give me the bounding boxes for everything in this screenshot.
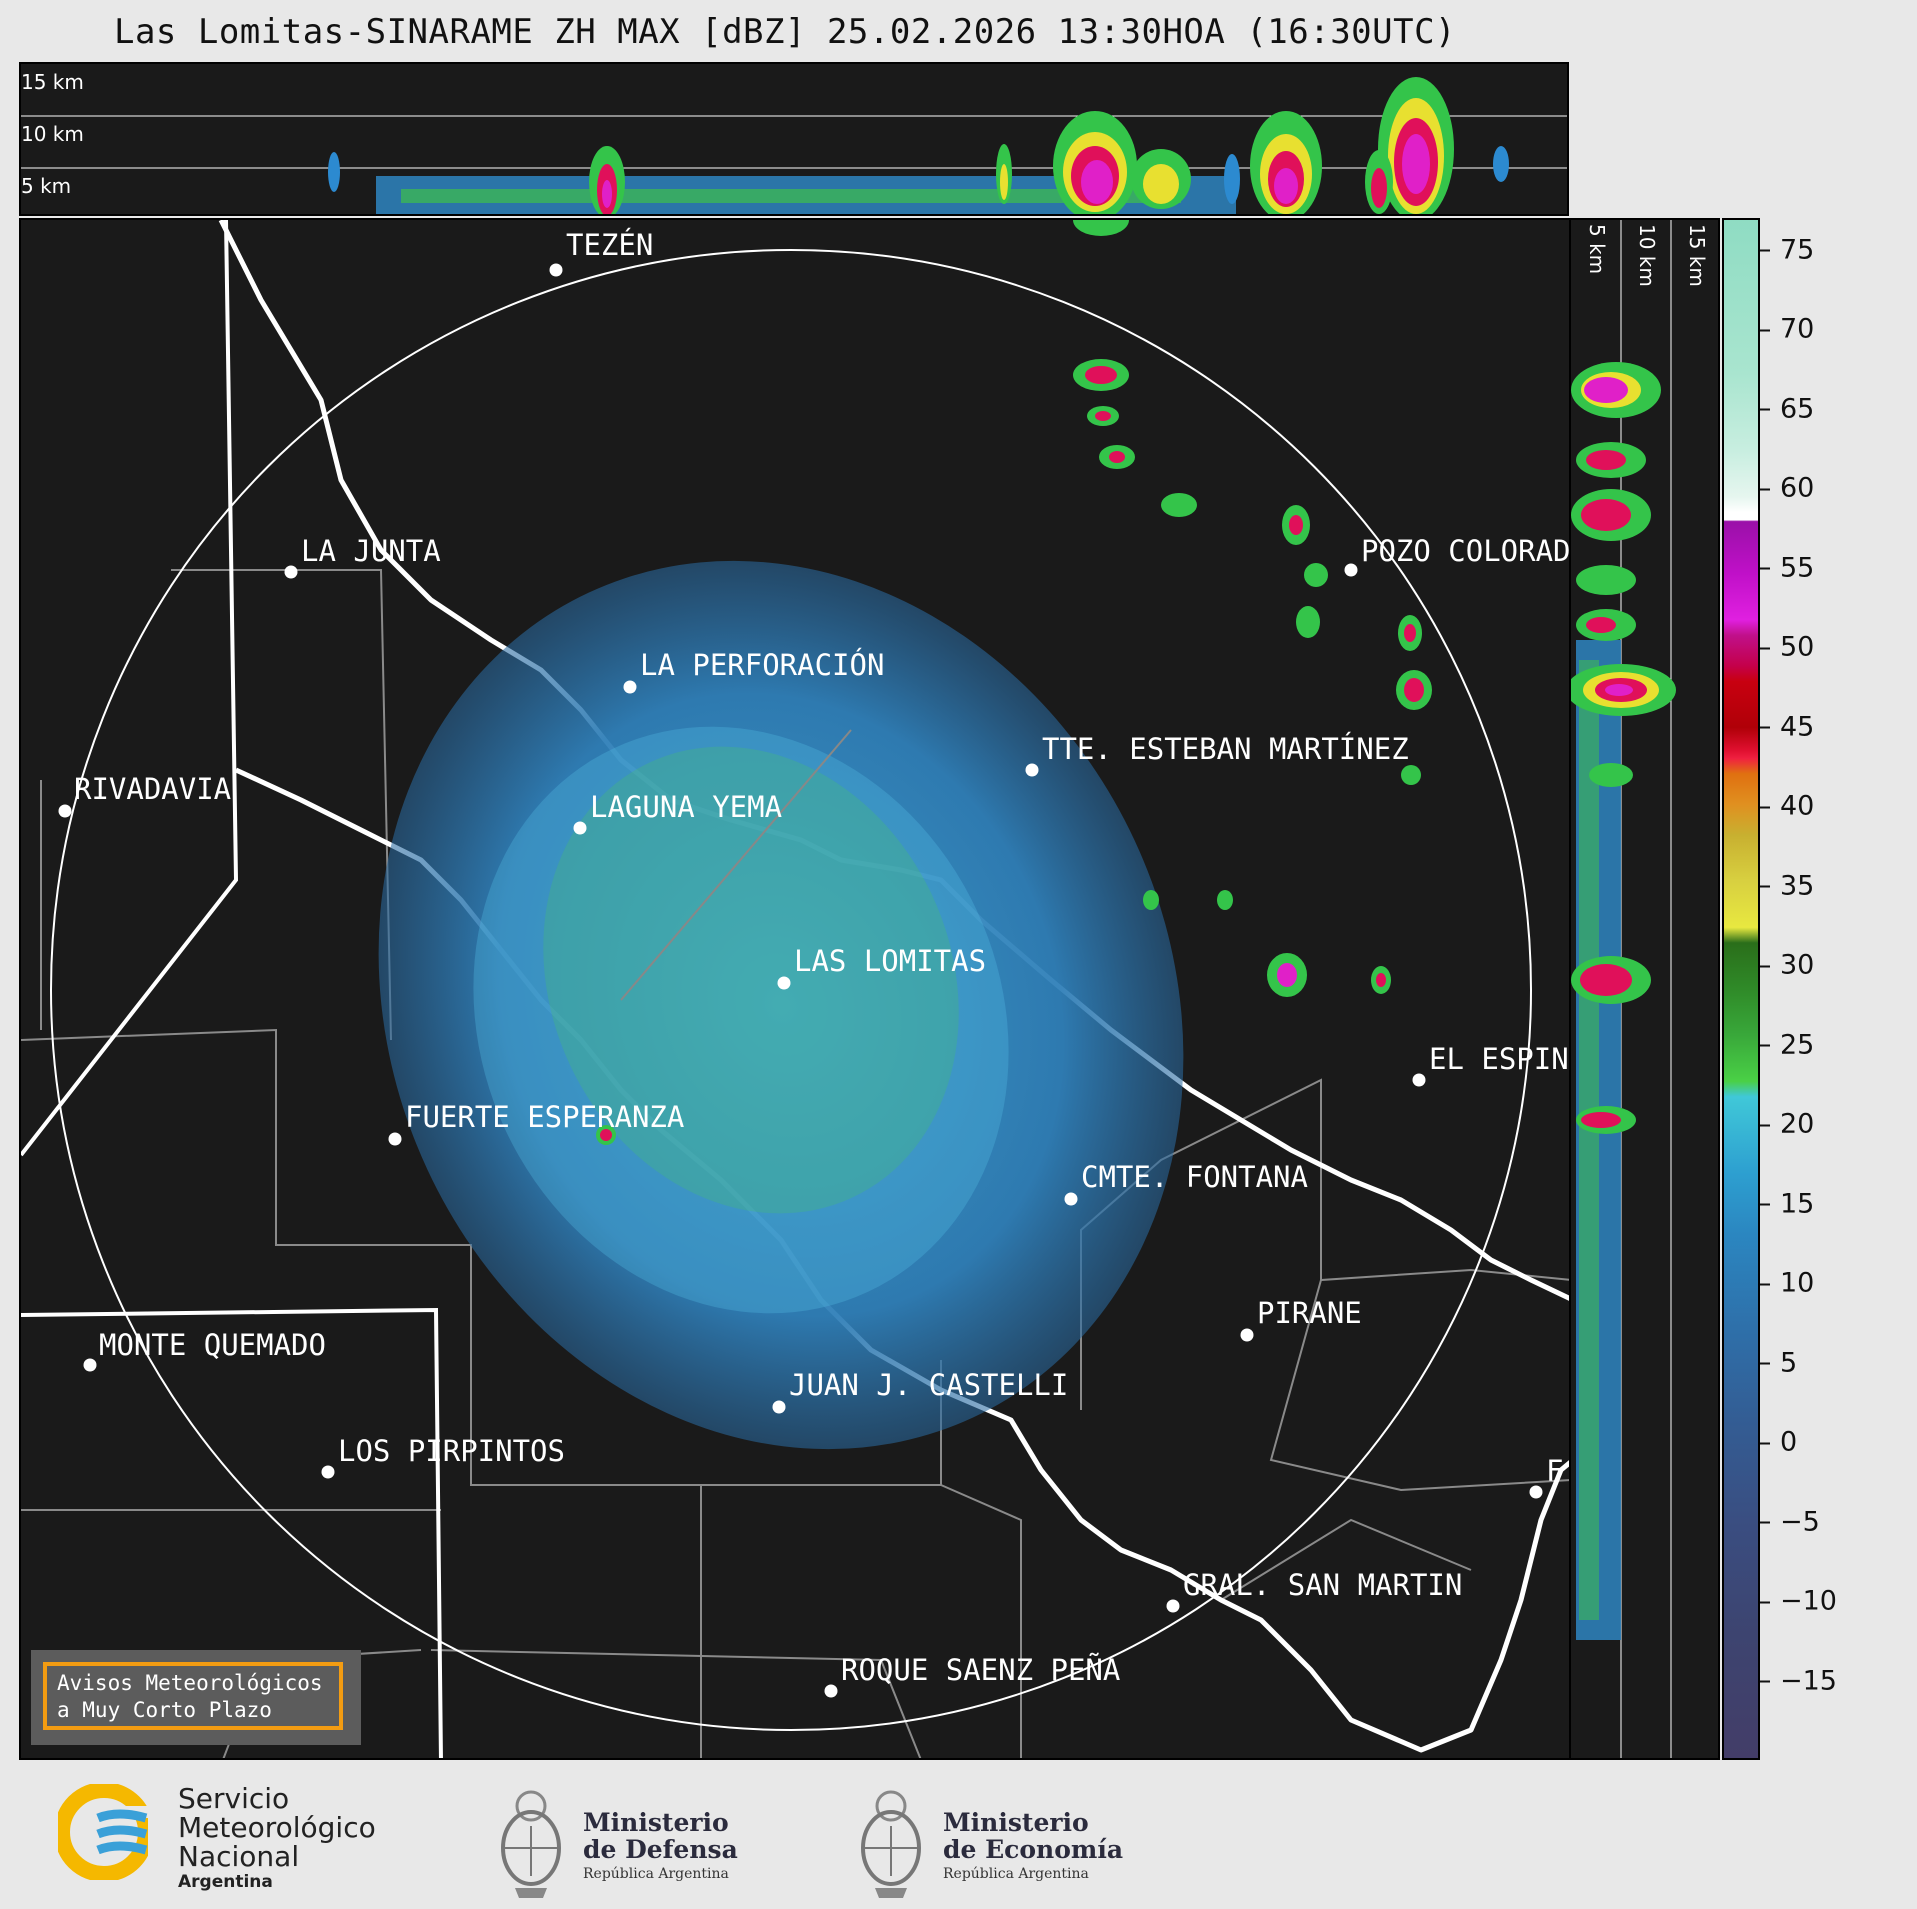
avisos-line1: Avisos Meteorológicos (57, 1671, 323, 1695)
top-altitude-label-10: 10 km (21, 122, 84, 146)
avisos-box[interactable]: Avisos Meteorológicos a Muy Corto Plazo (31, 1650, 361, 1745)
city-label-juan-j-castelli: JUAN J. CASTELLI (789, 1368, 1069, 1402)
side-altitude-label-5: 5 km (1585, 224, 1609, 275)
city-label-roque-saenz-pena: ROQUE SAENZ PEÑA (841, 1653, 1121, 1687)
colorbar-tick-label: 30 (1760, 950, 1814, 981)
city-dot-tezen (549, 263, 563, 277)
city-dot-los-pirpintos (321, 1465, 335, 1479)
city-dot-la-junta (284, 565, 298, 579)
colorbar-tick-label: 65 (1760, 393, 1814, 424)
colorbar-tick-label: 25 (1760, 1029, 1814, 1060)
top-altitude-label-15: 15 km (21, 70, 84, 94)
defensa-logo-text: Ministerio de Defensa República Argentin… (583, 1810, 738, 1884)
colorbar-tick-label: 60 (1760, 473, 1814, 504)
defensa-line1: Ministerio (583, 1808, 729, 1837)
top-vertical-profile: 15 km 10 km 5 km (19, 62, 1569, 216)
avisos-frame: Avisos Meteorológicos a Muy Corto Plazo (43, 1662, 343, 1730)
city-dot-el-espinillo (1412, 1073, 1426, 1087)
colorbar-tick-label: 0 (1760, 1427, 1797, 1458)
city-label-tte-esteban-martinez: TTE. ESTEBAN MARTÍNEZ (1042, 732, 1409, 766)
economia-line3: República Argentina (943, 1866, 1089, 1882)
city-label-cmte-fontana: CMTE. FONTANA (1081, 1160, 1308, 1194)
page-title: Las Lomitas-SINARAME ZH MAX [dBZ] 25.02.… (113, 12, 1457, 52)
colorbar-tick-label: 20 (1760, 1109, 1814, 1140)
smn-line1: Servicio (178, 1782, 290, 1815)
colorbar-tick-label: 75 (1760, 234, 1814, 265)
city-dot-pozo-colorado (1344, 563, 1358, 577)
city-label-gral-san-martin: GRAL. SAN MARTIN (1183, 1568, 1463, 1602)
smn-logo-text: Servicio Meteorológico Nacional Argentin… (178, 1784, 376, 1893)
economia-line1: Ministerio (943, 1808, 1089, 1837)
city-dot-tte-esteban-martinez (1025, 763, 1039, 777)
smn-line4: Argentina (178, 1872, 273, 1892)
city-label-pirane: PIRANE (1257, 1296, 1362, 1330)
colorbar-tick-label: 10 (1760, 1268, 1814, 1299)
city-label-la-perforacion: LA PERFORACIÓN (640, 648, 885, 682)
economia-logo-text: Ministerio de Economía República Argenti… (943, 1810, 1123, 1884)
city-label-fuerte-esperanza: FUERTE ESPERANZA (405, 1100, 685, 1134)
radar-map[interactable]: TEZÉN LA JUNTA POZO COLORADO LA PERFORAC… (19, 218, 1571, 1760)
dbz-colorbar (1722, 218, 1760, 1760)
colorbar-tick-label: 50 (1760, 632, 1814, 663)
city-dot-monte-quemado (83, 1358, 97, 1372)
city-dot-juan-j-castelli (772, 1400, 786, 1414)
city-dot-pirane (1240, 1328, 1254, 1342)
colorbar-tick-label: −10 (1760, 1586, 1837, 1617)
defensa-line2: de Defensa (583, 1835, 738, 1864)
city-label-tezen: TEZÉN (566, 228, 654, 262)
side-vertical-profile: 5 km 10 km 15 km (1571, 218, 1720, 1760)
city-dot-rivadavia (58, 804, 72, 818)
city-label-los-pirpintos: LOS PIRPINTOS (338, 1434, 565, 1468)
avisos-line2: a Muy Corto Plazo (57, 1698, 272, 1722)
footer-logos: Servicio Meteorológico Nacional Argentin… (0, 1762, 1917, 1909)
city-dot-la-perforacion (623, 680, 637, 694)
colorbar-tick-label: 15 (1760, 1188, 1814, 1219)
city-dot-roque-saenz-pena (824, 1684, 838, 1698)
city-dot-laguna-yema (573, 821, 587, 835)
colorbar-tick-label: 55 (1760, 552, 1814, 583)
city-label-monte-quemado: MONTE QUEMADO (99, 1328, 326, 1362)
smn-line3: Nacional (178, 1840, 300, 1873)
economia-line2: de Economía (943, 1835, 1124, 1864)
colorbar-tick-label: 70 (1760, 314, 1814, 345)
city-label-pozo-colorado: POZO COLORADO (1361, 534, 1571, 568)
city-label-formosa: F (1546, 1454, 1564, 1488)
city-label-la-junta: LA JUNTA (301, 534, 441, 568)
city-dot-las-lomitas (777, 976, 791, 990)
colorbar-ticks: 75 70 65 60 55 50 45 40 35 30 25 20 15 10 5 0 −5 −10 −15 (1760, 218, 1880, 1760)
colorbar-tick-label: 40 (1760, 791, 1814, 822)
city-dot-gral-san-martin (1166, 1599, 1180, 1613)
colorbar-tick-label: −15 (1760, 1665, 1837, 1696)
top-profile-svg (21, 77, 1567, 214)
side-altitude-label-10: 10 km (1635, 224, 1659, 287)
colorbar-tick-label: 5 (1760, 1347, 1797, 1378)
side-profile-svg (1571, 220, 1676, 1758)
city-dot-fuerte-esperanza (388, 1132, 402, 1146)
side-altitude-label-15: 15 km (1685, 224, 1709, 287)
escudo-defensa-icon (501, 1790, 561, 1898)
city-label-el-espinillo: EL ESPINILLO (1429, 1042, 1569, 1076)
map-svg (21, 220, 1569, 1758)
smn-line2: Meteorológico (178, 1811, 376, 1844)
city-label-las-lomitas: LAS LOMITAS (794, 944, 987, 978)
escudo-economia-icon (861, 1790, 921, 1898)
colorbar-tick-label: −5 (1760, 1506, 1820, 1537)
city-label-rivadavia: RIVADAVIA (74, 772, 232, 806)
city-dot-formosa (1529, 1485, 1543, 1499)
city-label-laguna-yema: LAGUNA YEMA (590, 790, 783, 824)
colorbar-tick-label: 35 (1760, 870, 1814, 901)
colorbar-tick-label: 45 (1760, 711, 1814, 742)
defensa-line3: República Argentina (583, 1866, 729, 1882)
smn-logo-icon (58, 1784, 148, 1880)
city-dot-cmte-fontana (1064, 1192, 1078, 1206)
top-altitude-label-5: 5 km (21, 174, 72, 198)
